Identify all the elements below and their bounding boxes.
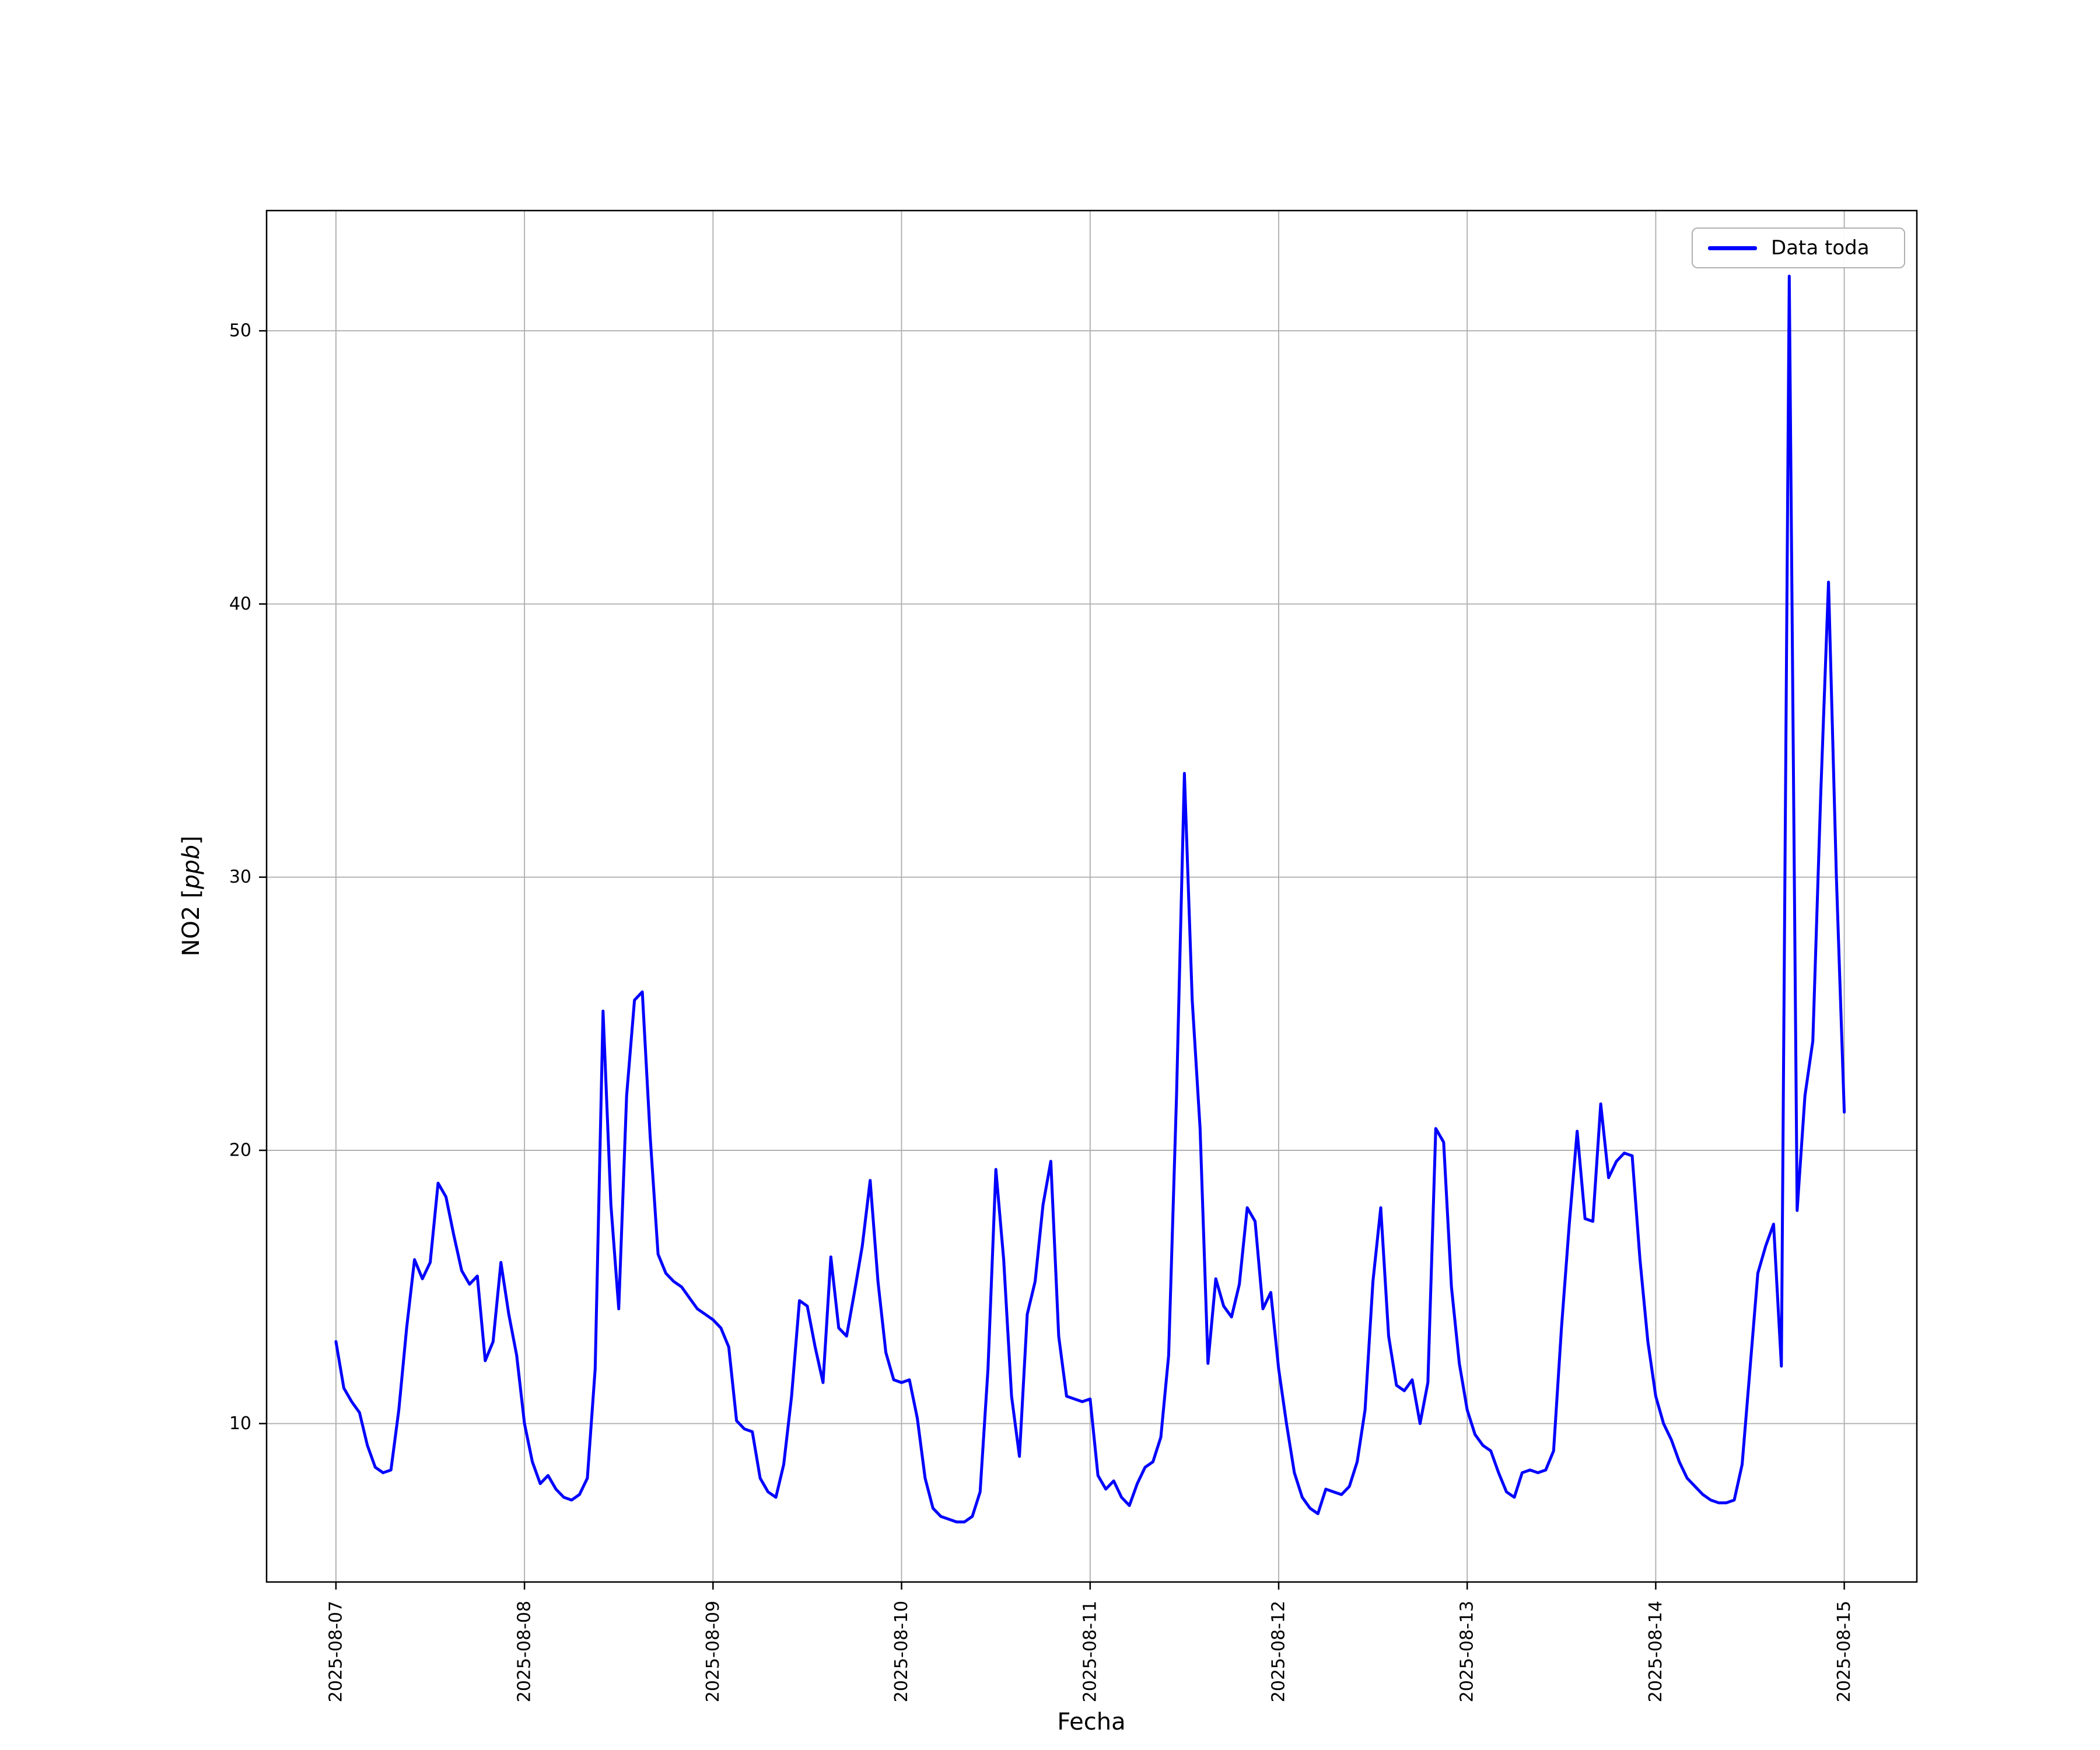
y-axis-label-units: ppb [178,845,205,890]
y-tick-label: 50 [229,321,251,341]
x-tick-label: 2025-08-08 [514,1601,535,1702]
legend: Data toda [1692,228,1905,268]
axes-frame [265,209,1918,1583]
x-tick-label: 2025-08-10 [891,1601,912,1702]
y-tick-label: 20 [229,1140,251,1161]
legend-line-sample [1708,246,1757,250]
x-axis-label: Fecha [1057,1709,1126,1735]
y-tick-label: 40 [229,594,251,614]
x-tick-label: 2025-08-07 [326,1601,346,1702]
data-line [334,274,1846,1524]
y-axis-label-suffix: ] [178,835,205,845]
x-tick-label: 2025-08-11 [1080,1601,1100,1702]
legend-label: Data toda [1771,236,1870,260]
x-tick-label: 2025-08-12 [1269,1601,1289,1702]
x-tick-label: 2025-08-15 [1834,1601,1854,1702]
x-tick-label: 2025-08-14 [1646,1601,1666,1702]
y-tick-label: 30 [229,867,251,887]
y-axis-label: NO2 [ppb] [178,836,205,957]
y-tick-label: 10 [229,1413,251,1434]
y-axis-label-prefix: NO2 [ [178,889,205,957]
x-tick-label: 2025-08-13 [1457,1601,1478,1702]
x-tick-label: 2025-08-09 [703,1601,723,1702]
